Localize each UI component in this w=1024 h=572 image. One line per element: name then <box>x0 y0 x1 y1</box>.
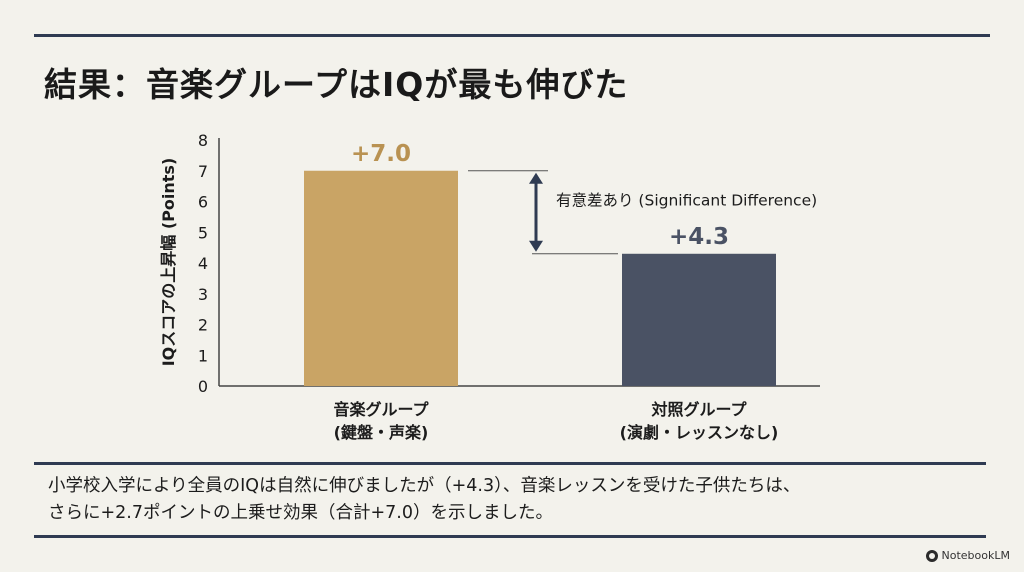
arrow-head-down-icon <box>529 240 543 252</box>
top-divider <box>34 34 990 37</box>
page-title: 結果：音楽グループはIQが最も伸びた <box>44 65 629 104</box>
y-axis-label: IQスコアの上昇幅 (Points) <box>159 158 178 367</box>
notebooklm-icon <box>925 549 938 562</box>
summary-line-1: 小学校入学により全員のIQは自然に伸びましたが（+4.3）、音楽レッスンを受けた… <box>48 476 801 496</box>
chart-labels: +7.0 音楽グループ (鍵盤・声楽) +4.3 対照グループ (演劇・レッスンなし) <box>333 141 778 442</box>
y-tick-label: 2 <box>198 316 208 335</box>
bar-chart: 0 1 2 3 4 5 6 7 8 +7.0 音楽グループ (鍵盤・声楽) +4.3 対照グループ (演劇… <box>159 131 820 442</box>
bar-value-label: +7.0 <box>351 141 411 167</box>
bar <box>304 170 458 386</box>
arrow-head-up-icon <box>529 172 543 184</box>
x-category-label: 音楽グループ <box>333 400 429 419</box>
significance-label: 有意差あり (Significant Difference) <box>556 190 817 209</box>
y-tick-label: 1 <box>198 346 208 365</box>
y-ticks: 0 1 2 3 4 5 6 7 8 <box>198 131 208 396</box>
chart-bars <box>304 170 776 386</box>
x-category-label: 対照グループ <box>650 400 747 419</box>
summary-line-2: さらに+2.7ポイントの上乗せ効果（合計+7.0）を示しました。 <box>48 503 553 523</box>
y-tick-label: 7 <box>198 162 208 181</box>
y-tick-label: 5 <box>198 223 208 242</box>
bar <box>622 253 776 386</box>
x-category-sublabel: (演劇・レッスンなし) <box>620 423 779 442</box>
y-tick-label: 3 <box>198 285 208 304</box>
x-category-sublabel: (鍵盤・声楽) <box>334 423 429 442</box>
chart-annotation: 有意差あり (Significant Difference) <box>468 170 817 255</box>
y-tick-label: 0 <box>198 377 208 396</box>
y-tick-label: 8 <box>198 131 208 150</box>
brand-watermark: NotebookLM <box>925 549 1010 562</box>
y-tick-label: 6 <box>198 193 208 212</box>
y-tick-label: 4 <box>198 254 208 273</box>
bar-value-label: +4.3 <box>669 224 729 250</box>
summary-box: 小学校入学により全員のIQは自然に伸びましたが（+4.3）、音楽レッスンを受けた… <box>34 462 986 538</box>
brand-label: NotebookLM <box>941 549 1010 562</box>
